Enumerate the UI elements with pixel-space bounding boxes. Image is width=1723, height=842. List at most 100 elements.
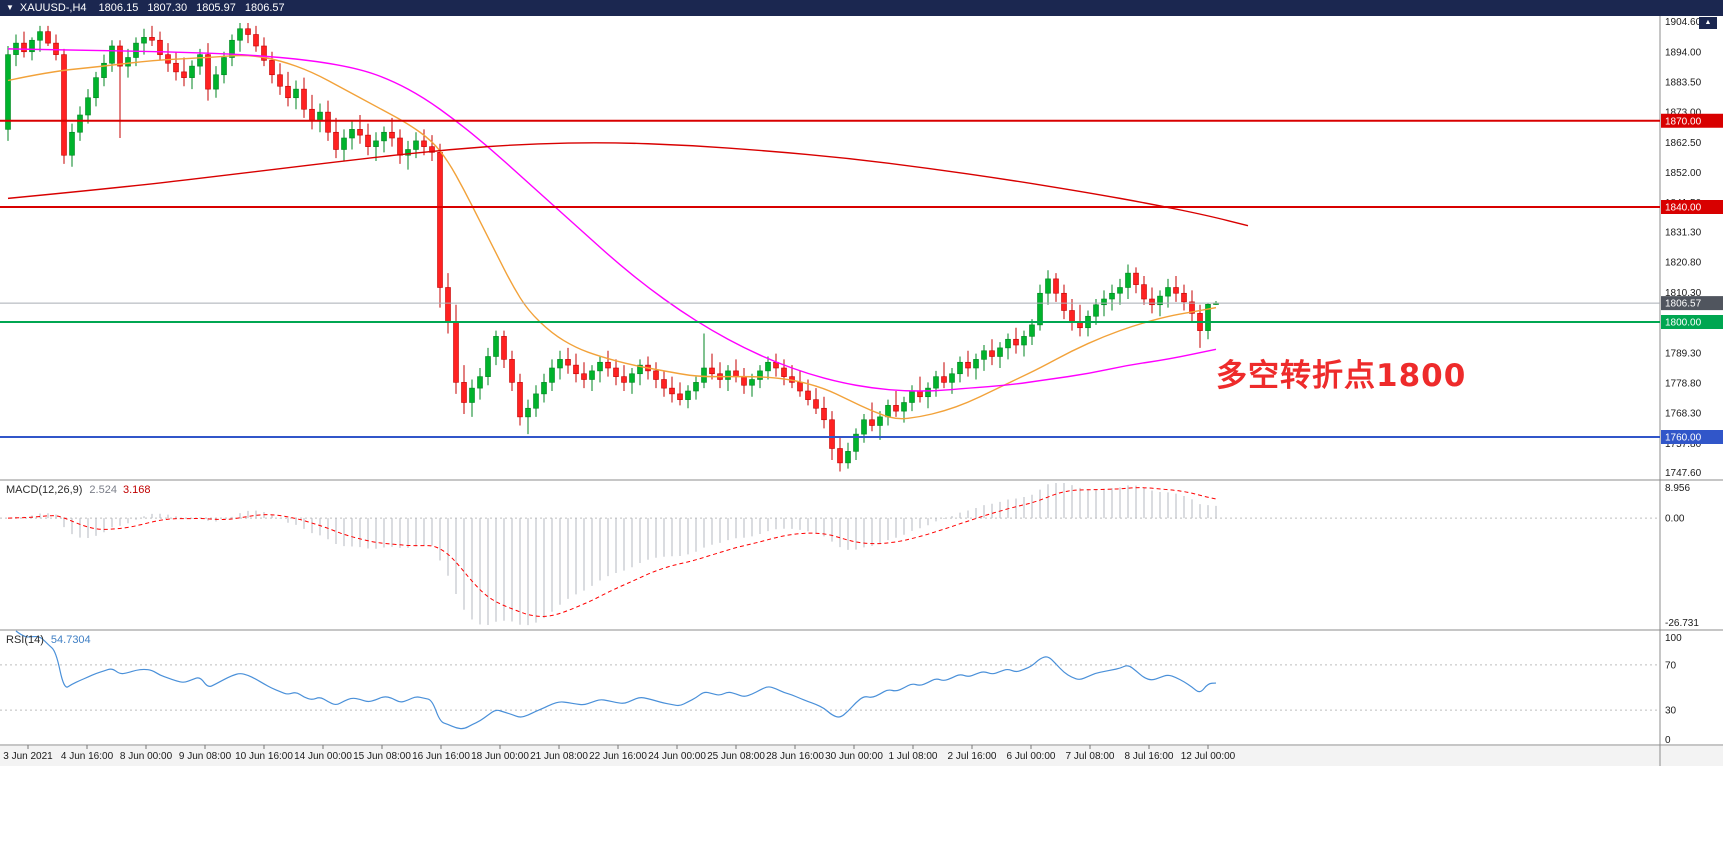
chart-scroll-button[interactable]: ▲: [1699, 17, 1717, 29]
price-badge-text: 1806.57: [1665, 299, 1702, 310]
candle-body: [605, 361, 611, 369]
candle-body: [653, 370, 659, 380]
price-badge-1840.00: [1661, 200, 1723, 214]
macd-value-main: 2.524: [89, 484, 117, 496]
macd-panel: 8.956 0.00 -26.731: [0, 483, 1699, 629]
macd-value-signal: 3.168: [122, 484, 151, 496]
candle-body: [709, 367, 715, 375]
candle-body: [685, 390, 691, 400]
annotation-text[interactable]: 多空转折点1800: [1216, 358, 1467, 394]
candle-body: [69, 131, 75, 156]
time-label: 22 Jun 16:00: [589, 751, 647, 762]
symbol-dropdown-icon[interactable]: ▼: [6, 3, 14, 12]
candle-body: [365, 134, 371, 147]
candle-body: [533, 393, 539, 409]
candle-body: [333, 131, 339, 150]
candle-body: [101, 62, 107, 78]
candle-body: [1125, 272, 1131, 288]
candle-body: [677, 393, 683, 400]
candle-body: [549, 367, 555, 383]
candle-body: [21, 42, 27, 53]
candle-body: [917, 390, 923, 398]
candle-body: [733, 370, 739, 377]
candle-body: [253, 34, 259, 47]
price-tick-label: 1747.60: [1665, 468, 1702, 479]
candle-body: [485, 356, 491, 377]
candle-body: [909, 390, 915, 403]
candle-body: [1045, 278, 1051, 294]
candle-body: [445, 287, 451, 323]
candle-body: [941, 376, 947, 383]
rsi-value: 54.7304: [50, 634, 91, 646]
candle-body: [997, 347, 1003, 357]
candle-body: [1069, 310, 1075, 323]
candle-body: [197, 54, 203, 67]
candle-body: [877, 416, 883, 426]
time-label: 6 Jul 00:00: [1007, 751, 1056, 762]
price-badge-1806.57: [1661, 296, 1723, 311]
macd-axis-max: 8.956: [1665, 483, 1690, 494]
candle-body: [1117, 287, 1123, 294]
rsi-name: RSI(14): [6, 634, 44, 646]
candle-body: [325, 111, 331, 133]
candle-body: [637, 364, 643, 375]
price-badge-text: 1840.00: [1665, 203, 1702, 214]
candle-body: [1037, 292, 1043, 326]
rsi-axis-70: 70: [1665, 660, 1677, 671]
candle-body: [437, 152, 443, 288]
candle-body: [269, 60, 275, 76]
candle-body: [701, 367, 707, 383]
price-tick-label: 1768.30: [1665, 409, 1702, 420]
moving-average-lines: [7, 48, 1249, 420]
time-label: 8 Jun 00:00: [120, 751, 173, 762]
candle-body: [509, 359, 515, 383]
candle-body: [341, 137, 347, 150]
rsi-axis-30: 30: [1665, 706, 1677, 717]
candle-body: [1021, 336, 1027, 346]
candle-body: [141, 37, 147, 44]
price-axis: 1904.60 1894.00 1883.50 1873.00 1862.50 1852.…: [1661, 17, 1723, 479]
candle-body: [1013, 338, 1019, 346]
macd-indicator-label: MACD(12,26,9) 2.524 3.168: [6, 484, 150, 496]
time-label: 30 Jun 00:00: [825, 751, 883, 762]
time-axis[interactable]: 3 Jun 2021 4 Jun 16:00 8 Jun 00:00 9 Jun 08…: [3, 745, 1236, 762]
time-label: 1 Jul 08:00: [889, 751, 938, 762]
candle-body: [5, 54, 11, 130]
macd-axis-zero: 0.00: [1665, 514, 1685, 525]
candle-body: [77, 114, 83, 133]
candle-body: [109, 45, 115, 64]
level-lines[interactable]: [0, 119, 1660, 438]
candle-body: [821, 407, 827, 421]
candle-body: [1101, 298, 1107, 306]
time-label: 28 Jun 16:00: [766, 751, 824, 762]
candle-body: [1173, 287, 1179, 294]
rsi-panel: 100 70 30 0: [0, 630, 1682, 746]
candle-body: [93, 77, 99, 99]
candle-body: [133, 42, 139, 58]
panel-separators: [0, 16, 1723, 766]
candle-body: [1093, 304, 1099, 317]
time-label: 2 Jul 16:00: [948, 751, 997, 762]
price-tick-label: 1894.00: [1665, 47, 1702, 58]
candle-body: [797, 382, 803, 392]
time-label: 15 Jun 08:00: [353, 751, 411, 762]
macd-axis-min: -26.731: [1665, 618, 1699, 629]
price-badge-text: 1870.00: [1665, 116, 1702, 127]
candle-body: [501, 336, 507, 360]
time-axis-strip: [0, 746, 1723, 766]
price-tick-label: 1757.80: [1665, 439, 1702, 450]
rsi-axis-100: 100: [1665, 633, 1682, 644]
candle-body: [413, 140, 419, 150]
candle-body: [61, 54, 67, 156]
macd-signal-line: [7, 487, 1217, 617]
time-label: 24 Jun 00:00: [648, 751, 706, 762]
candle-body: [581, 373, 587, 380]
candle-body: [29, 39, 35, 53]
ma-fast-line: [7, 54, 1217, 420]
candle-body: [85, 97, 91, 116]
price-tick-label: 1820.80: [1665, 258, 1702, 269]
quote-high: 1807.30: [147, 2, 188, 14]
candle-body: [901, 402, 907, 412]
candle-body: [261, 45, 267, 61]
